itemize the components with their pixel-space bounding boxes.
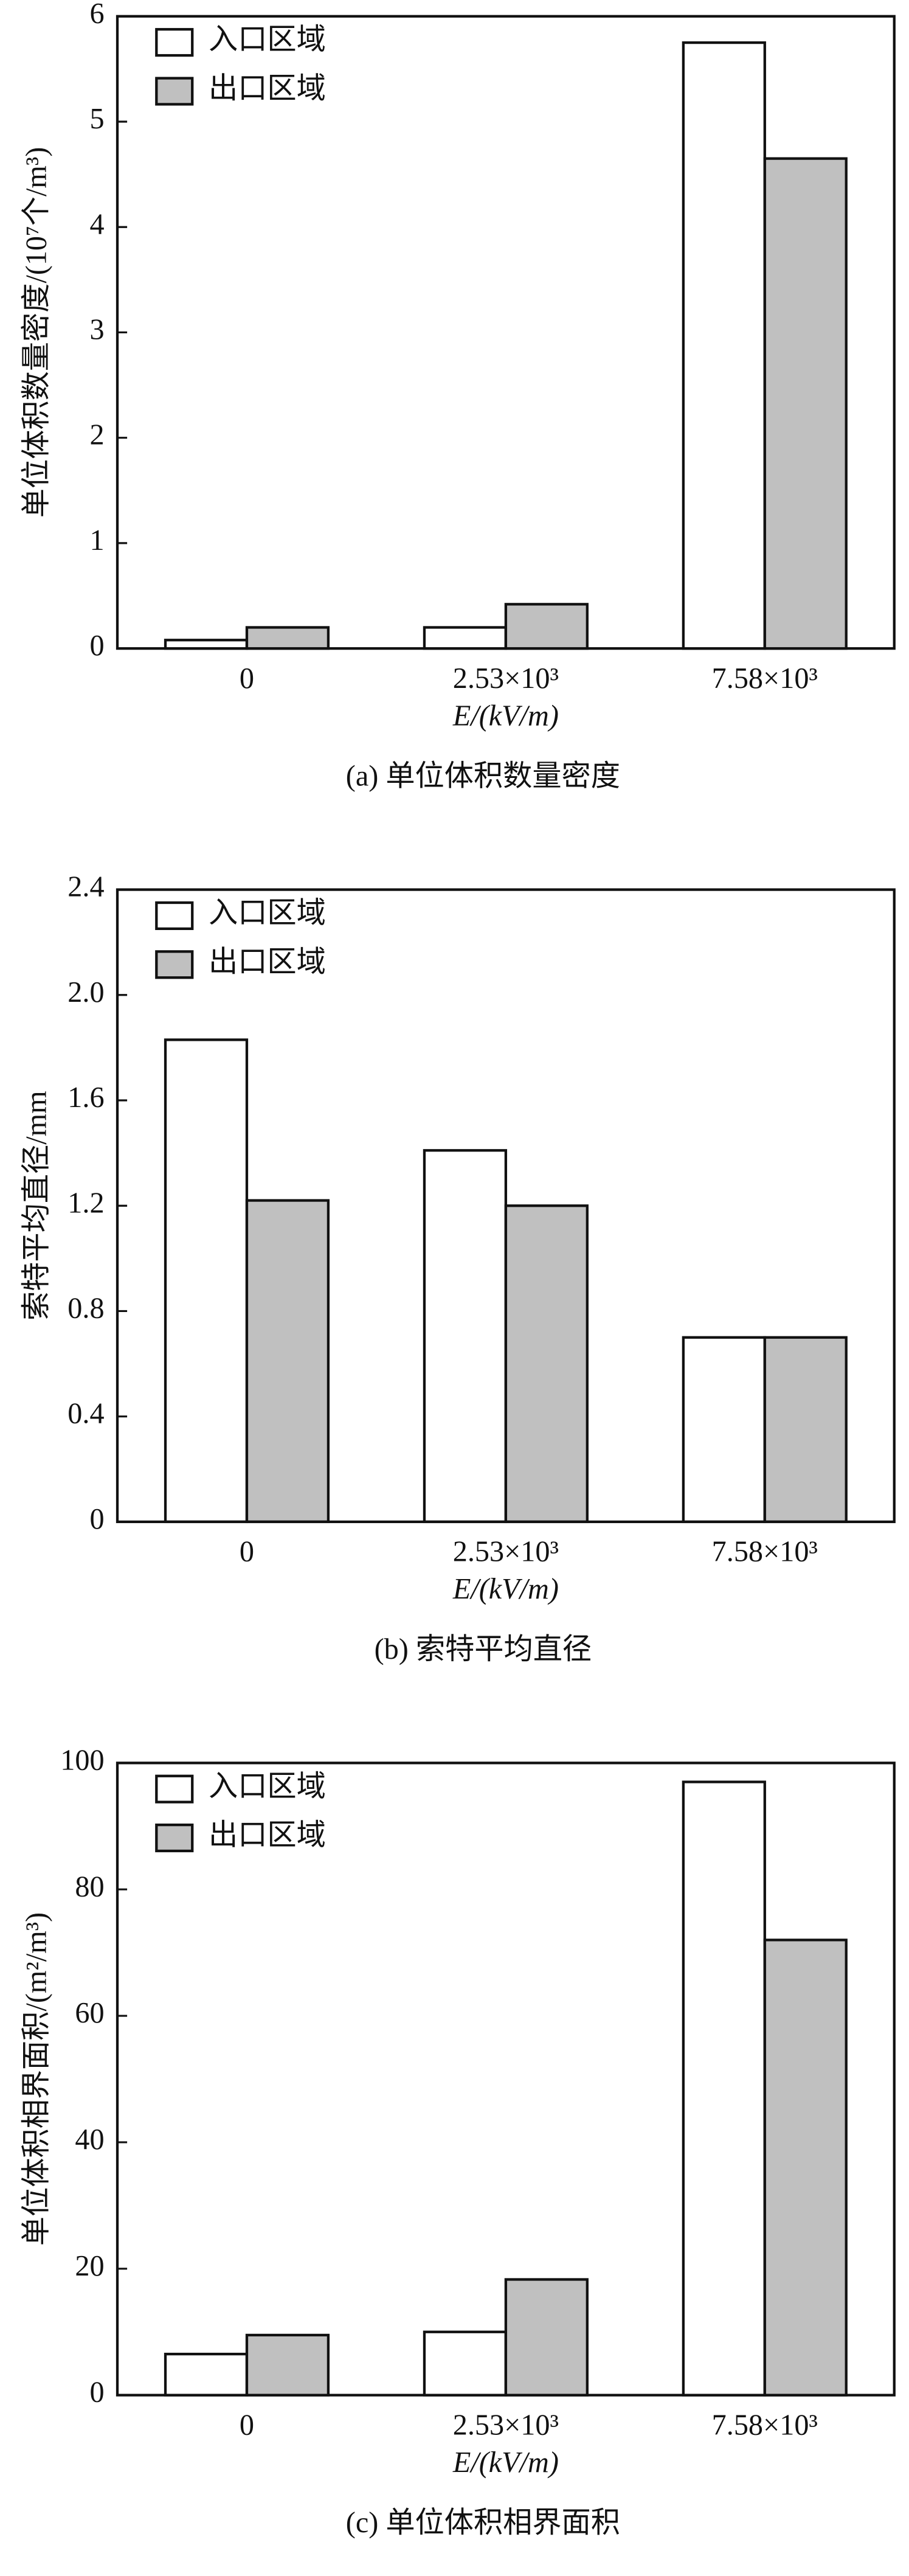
- y-tick-label: 40: [75, 2123, 104, 2156]
- bar: [504, 1204, 589, 1524]
- y-tick-label: 60: [75, 1997, 104, 2029]
- y-tick-label: 1.2: [67, 1187, 104, 1219]
- legend-swatch: [155, 950, 194, 979]
- y-tick-label: 2: [89, 419, 104, 451]
- bar: [164, 1038, 249, 1524]
- y-tick-label: 0.8: [67, 1293, 104, 1325]
- y-tick-label: 100: [60, 1744, 104, 1776]
- bar: [682, 41, 766, 650]
- y-tick-label: 4: [89, 208, 104, 240]
- legend-label: 出口区域: [209, 946, 326, 978]
- y-tick-label: 0: [89, 630, 104, 662]
- bar: [164, 2352, 249, 2397]
- x-tick-label: 0: [240, 1536, 254, 1568]
- x-tick-label: 2.53×10³: [453, 662, 559, 695]
- bar: [682, 1336, 766, 1524]
- chart-caption: (b) 索特平均直径: [375, 1633, 592, 1665]
- x-axis-label: E/(kV/m): [452, 1573, 559, 1605]
- y-axis-label: 单位体积相界面积/(m²/m³): [20, 1912, 52, 2246]
- plot-frame: [116, 888, 896, 1524]
- bar: [504, 603, 589, 650]
- x-tick-label: 7.58×10³: [712, 662, 818, 695]
- plot-frame: [116, 1762, 896, 2397]
- legend-label: 入口区域: [209, 1770, 326, 1802]
- y-tick-label: 2.0: [67, 976, 104, 1009]
- legend-swatch: [155, 1774, 194, 1804]
- bar: [763, 157, 848, 650]
- bar: [245, 1199, 330, 1524]
- x-axis-label: E/(kV/m): [452, 700, 559, 732]
- x-tick-label: 7.58×10³: [712, 1536, 818, 1568]
- bar: [245, 626, 330, 650]
- y-tick-label: 3: [89, 314, 104, 346]
- y-tick-label: 20: [75, 2250, 104, 2282]
- bar: [423, 1149, 508, 1524]
- bar: [504, 2278, 589, 2397]
- y-tick-label: 5: [89, 103, 104, 135]
- x-tick-label: 7.58×10³: [712, 2409, 818, 2441]
- legend-label: 入口区域: [209, 24, 326, 56]
- y-tick-label: 1: [89, 524, 104, 557]
- x-tick-label: 0: [240, 662, 254, 695]
- legend-swatch: [155, 1823, 194, 1853]
- legend-swatch: [155, 77, 194, 106]
- y-axis-label: 索特平均直径/mm: [20, 1091, 52, 1321]
- chart-caption: (a) 单位体积数量密度: [346, 760, 620, 792]
- x-tick-label: 2.53×10³: [453, 2409, 559, 2441]
- x-tick-label: 0: [240, 2409, 254, 2441]
- legend-swatch: [155, 28, 194, 57]
- y-axis-label: 单位体积数量密度/(10⁷个/m³): [20, 147, 52, 518]
- y-tick-label: 0: [89, 1503, 104, 1535]
- y-tick-label: 6: [89, 0, 104, 30]
- legend-label: 出口区域: [209, 1819, 326, 1852]
- legend-label: 出口区域: [209, 72, 326, 105]
- y-tick-label: 1.6: [67, 1081, 104, 1114]
- y-tick-label: 80: [75, 1870, 104, 1903]
- bar: [423, 2330, 508, 2397]
- bar: [245, 2333, 330, 2397]
- y-tick-label: 0: [89, 2376, 104, 2409]
- x-tick-label: 2.53×10³: [453, 1536, 559, 1568]
- bar: [763, 1939, 848, 2397]
- y-tick-label: 2.4: [67, 871, 104, 903]
- legend-swatch: [155, 901, 194, 930]
- legend-label: 入口区域: [209, 897, 326, 929]
- bar: [682, 1780, 766, 2397]
- chart-caption: (c) 单位体积相界面积: [346, 2507, 620, 2539]
- bar: [763, 1336, 848, 1524]
- bar: [423, 626, 508, 650]
- y-tick-label: 0.4: [67, 1398, 104, 1430]
- x-axis-label: E/(kV/m): [452, 2446, 559, 2479]
- plot-frame: [116, 15, 896, 650]
